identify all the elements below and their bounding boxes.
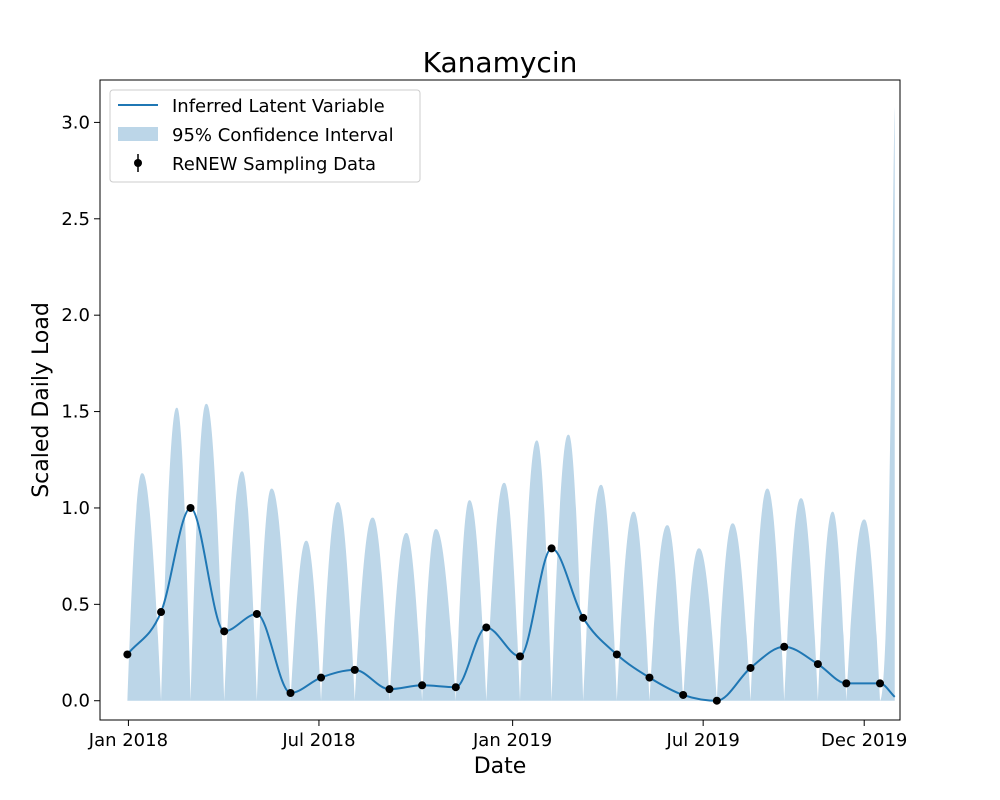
- sampling-data-point: [123, 650, 132, 659]
- sampling-data-point: [317, 673, 326, 682]
- sampling-data-point: [482, 623, 491, 632]
- plot-area: [123, 106, 896, 705]
- plot-frame: [99, 79, 901, 721]
- sampling-data-point: [876, 679, 884, 688]
- sampling-data-point: [746, 663, 755, 672]
- sampling-data-point: [220, 627, 229, 636]
- sampling-data-point: [516, 652, 524, 661]
- sampling-data-point: [157, 608, 166, 617]
- x-axis-label: Date: [474, 754, 527, 779]
- y-tick-label: 3.0: [61, 112, 90, 133]
- confidence-interval-band: [127, 106, 895, 701]
- x-axis: Jan 2018 Jul 2018 Jan 2019 Jul 2019 Dec 2019: [88, 720, 907, 751]
- sampling-data-point: [418, 681, 427, 690]
- legend-frame: [109, 89, 421, 183]
- x-tick-label: Jul 2018: [281, 730, 355, 751]
- y-axis-label: Scaled Daily Load: [29, 302, 54, 498]
- sampling-data-point: [451, 683, 460, 692]
- latent-variable-line: [126, 506, 896, 702]
- y-tick-label: 1.5: [61, 402, 90, 423]
- sampling-data-point: [186, 503, 195, 512]
- x-tick-label: Dec 2019: [821, 730, 907, 751]
- y-tick-label: 2.0: [61, 305, 90, 326]
- sampling-data-point: [579, 613, 588, 622]
- y-tick-label: 0.5: [61, 594, 90, 615]
- sampling-data-point: [712, 696, 721, 705]
- legend-band-swatch: [118, 127, 158, 141]
- legend-latent-label: Inferred Latent Variable: [172, 96, 385, 117]
- y-tick-label: 0.0: [61, 691, 90, 712]
- sampling-data-point: [547, 544, 556, 553]
- sampling-data-point: [813, 660, 822, 669]
- sampling-data-point: [385, 685, 394, 694]
- y-tick-label: 2.5: [61, 209, 90, 230]
- legend-ci-label: 95% Confidence Interval: [172, 125, 394, 146]
- sampling-data-point: [252, 609, 261, 618]
- legend-point-swatch: [134, 159, 142, 167]
- sampling-data-point: [679, 690, 688, 699]
- sampling-points: [123, 503, 884, 705]
- legend: Inferred Latent Variable 95% Confidence …: [109, 89, 421, 183]
- legend-sampling-label: ReNEW Sampling Data: [172, 154, 376, 175]
- y-tick-label: 1.0: [61, 498, 90, 519]
- sampling-data-point: [612, 650, 621, 659]
- x-tick-label: Jan 2019: [472, 730, 552, 751]
- sampling-data-point: [350, 665, 359, 674]
- chart-title: Kanamycin: [423, 46, 578, 79]
- x-tick-label: Jul 2019: [666, 730, 740, 751]
- sampling-data-point: [645, 673, 654, 682]
- y-axis: 0.0 0.5 1.0 1.5 2.0 2.5 3.0: [61, 112, 100, 712]
- x-tick-label: Jan 2018: [88, 730, 168, 751]
- sampling-data-point: [286, 689, 295, 698]
- sampling-data-point: [780, 642, 789, 651]
- sampling-data-point: [842, 679, 851, 688]
